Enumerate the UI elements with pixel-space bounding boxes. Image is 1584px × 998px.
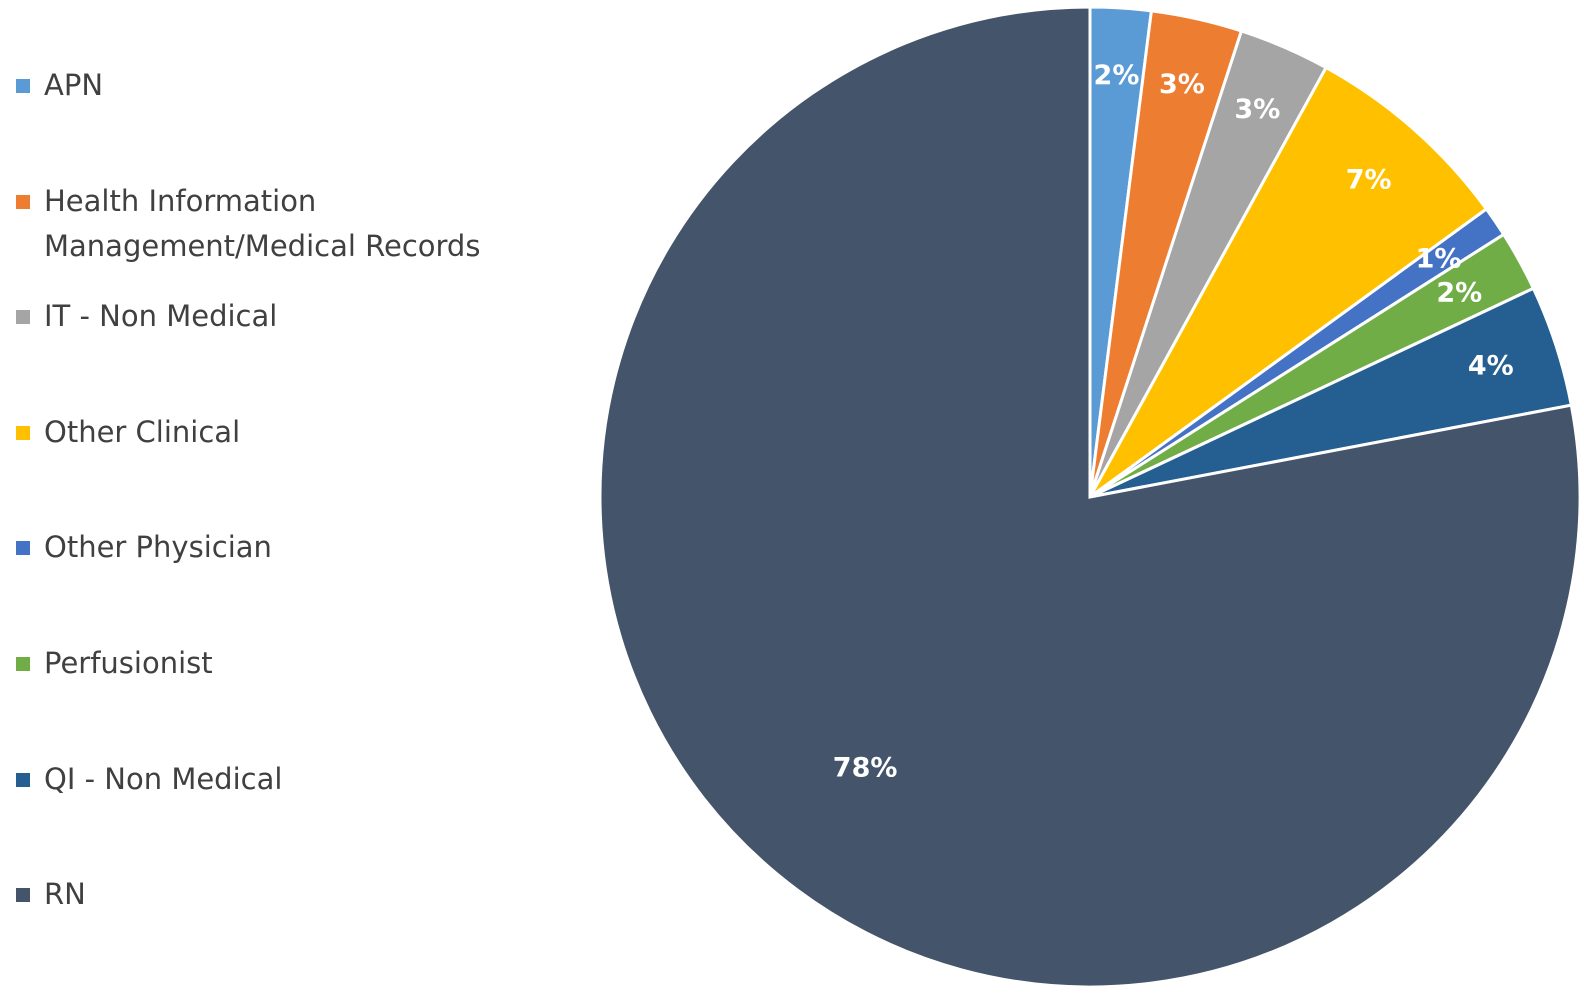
legend-swatch — [16, 657, 30, 671]
legend-label: RN — [44, 877, 86, 912]
pie-slice — [598, 5, 1582, 989]
legend-item: Health Information Management/Medical Re… — [16, 179, 516, 269]
data-label: 2% — [1436, 277, 1482, 308]
legend-label: QI - Non Medical — [44, 761, 283, 796]
legend-label: Perfusionist — [44, 646, 213, 680]
data-label: 7% — [1346, 164, 1392, 195]
data-label: 1% — [1416, 244, 1462, 275]
legend-item: Other Clinical — [16, 410, 516, 455]
legend-swatch — [16, 772, 30, 787]
legend-item: RN — [16, 872, 516, 917]
legend-swatch — [16, 888, 30, 903]
legend-swatch — [16, 79, 30, 93]
legend-label: Other Physician — [44, 530, 272, 565]
legend-swatch — [16, 425, 30, 440]
legend-swatch — [16, 541, 30, 556]
legend-label: IT - Non Medical — [44, 299, 278, 334]
legend-label: Health Information Management/Medical Re… — [44, 183, 481, 263]
legend-label: Other Clinical — [44, 414, 241, 449]
legend-item: APN — [16, 63, 516, 108]
pie-slice — [1088, 65, 1489, 499]
data-label: 78% — [833, 752, 898, 783]
legend-item: Perfusionist — [16, 641, 516, 686]
data-label: 3% — [1159, 69, 1205, 100]
data-label: 2% — [1094, 60, 1140, 91]
legend-swatch — [16, 310, 30, 325]
legend-item: QI - Non Medical — [16, 757, 516, 802]
legend-label: APN — [44, 68, 104, 102]
legend-item: Other Physician — [16, 525, 516, 570]
legend-swatch — [16, 194, 30, 209]
legend-item: IT - Non Medical — [16, 294, 516, 339]
data-label: 4% — [1468, 350, 1514, 381]
data-label: 3% — [1234, 94, 1280, 125]
